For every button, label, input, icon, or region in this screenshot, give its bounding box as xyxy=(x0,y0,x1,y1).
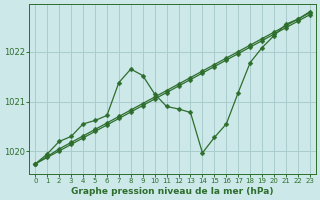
X-axis label: Graphe pression niveau de la mer (hPa): Graphe pression niveau de la mer (hPa) xyxy=(71,187,274,196)
